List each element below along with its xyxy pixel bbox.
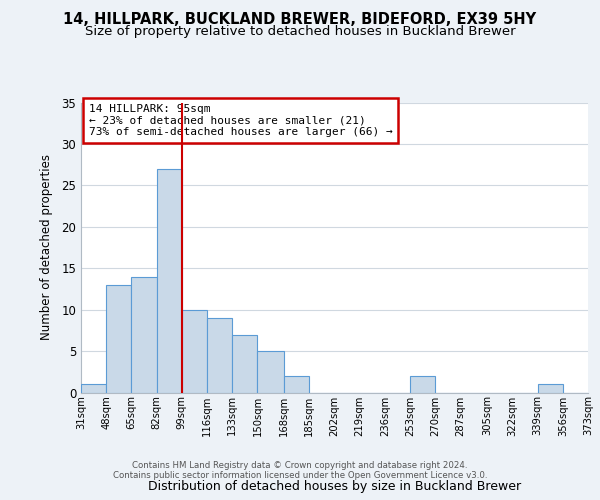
Text: Contains HM Land Registry data © Crown copyright and database right 2024.: Contains HM Land Registry data © Crown c… <box>132 461 468 470</box>
Bar <box>182 310 207 392</box>
Text: 14, HILLPARK, BUCKLAND BREWER, BIDEFORD, EX39 5HY: 14, HILLPARK, BUCKLAND BREWER, BIDEFORD,… <box>64 12 536 28</box>
Text: Size of property relative to detached houses in Buckland Brewer: Size of property relative to detached ho… <box>85 25 515 38</box>
Text: 14 HILLPARK: 95sqm
← 23% of detached houses are smaller (21)
73% of semi-detache: 14 HILLPARK: 95sqm ← 23% of detached hou… <box>89 104 392 137</box>
Bar <box>257 351 284 393</box>
Bar <box>232 334 257 392</box>
Y-axis label: Number of detached properties: Number of detached properties <box>40 154 53 340</box>
X-axis label: Distribution of detached houses by size in Buckland Brewer: Distribution of detached houses by size … <box>148 480 521 493</box>
Bar <box>284 376 309 392</box>
Bar <box>538 384 563 392</box>
Bar <box>81 384 106 392</box>
Bar <box>207 318 232 392</box>
Bar <box>106 285 131 393</box>
Bar <box>157 169 182 392</box>
Text: Contains public sector information licensed under the Open Government Licence v3: Contains public sector information licen… <box>113 471 487 480</box>
Bar <box>131 276 157 392</box>
Bar <box>410 376 436 392</box>
